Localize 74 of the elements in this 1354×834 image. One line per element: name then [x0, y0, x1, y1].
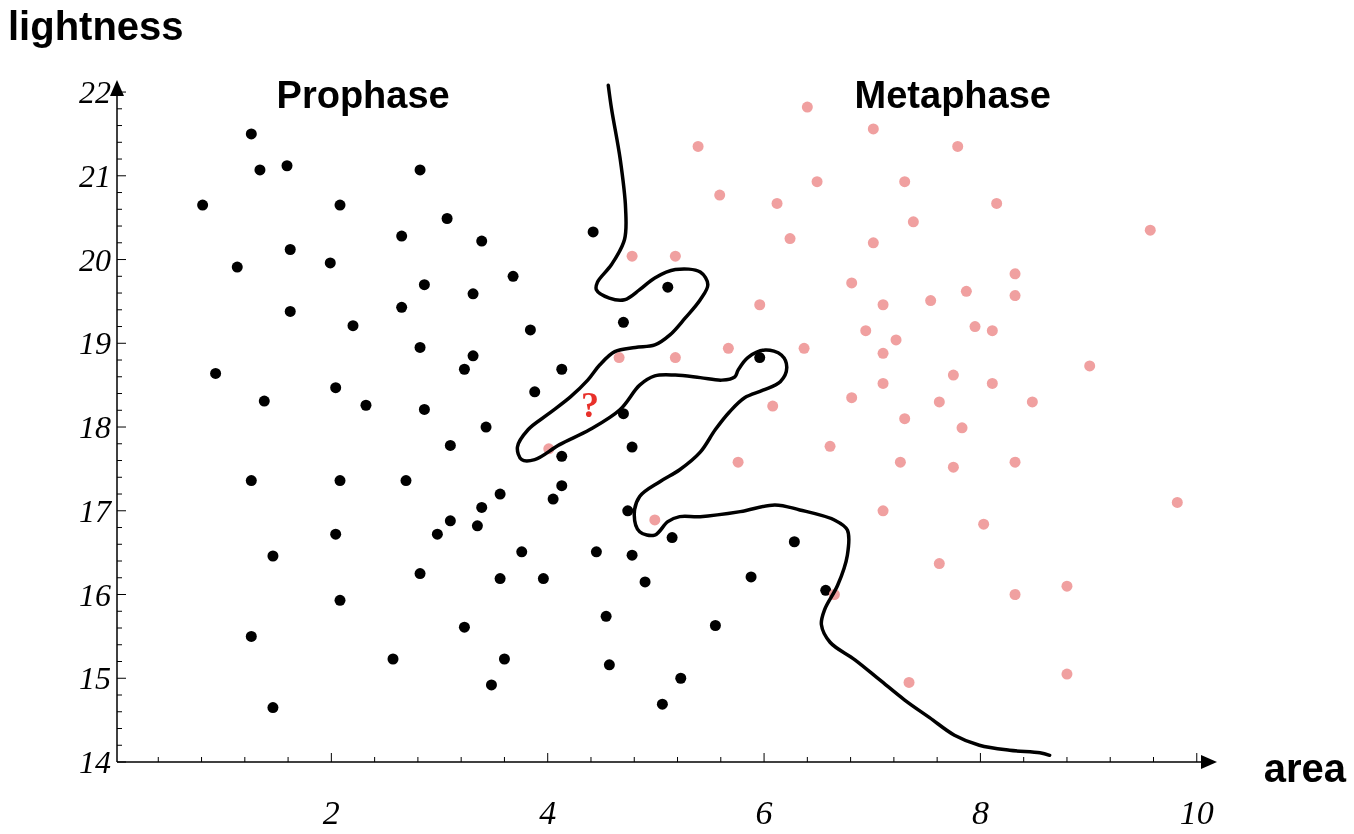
- point: [894, 456, 906, 468]
- point: [732, 456, 744, 468]
- y-tick-label: 22: [79, 74, 111, 111]
- point: [767, 400, 779, 412]
- point: [947, 461, 959, 473]
- x-axis-title: area: [1263, 746, 1347, 790]
- x-tick-label: 2: [322, 794, 340, 831]
- point: [960, 285, 972, 297]
- point: [1009, 589, 1021, 601]
- point: [626, 250, 638, 262]
- y-tick-label: 16: [79, 576, 111, 613]
- point: [1061, 668, 1073, 680]
- point: [933, 558, 945, 570]
- point: [867, 237, 879, 249]
- x-tick-label: 6: [755, 794, 773, 831]
- x-tick-label: 4: [539, 794, 557, 831]
- point: [798, 342, 810, 354]
- y-tick-label: 21: [79, 157, 111, 194]
- point: [846, 392, 858, 404]
- point: [907, 216, 919, 228]
- point: [754, 299, 766, 311]
- point: [991, 197, 1003, 209]
- y-tick-label: 19: [79, 325, 111, 362]
- point: [956, 422, 968, 434]
- point: [947, 369, 959, 381]
- point: [714, 189, 726, 201]
- point: [669, 250, 681, 262]
- series-label: Metaphase: [854, 74, 1051, 116]
- point: [899, 176, 911, 188]
- point: [811, 176, 823, 188]
- point: [1144, 224, 1156, 236]
- point: [860, 325, 872, 337]
- point: [952, 140, 964, 152]
- point: [933, 396, 945, 408]
- point: [801, 101, 813, 113]
- point: [978, 518, 990, 530]
- point: [867, 123, 879, 135]
- point: [771, 197, 783, 209]
- point: [969, 321, 981, 333]
- point: [1026, 396, 1038, 408]
- point: [784, 233, 796, 245]
- y-tick-label: 18: [79, 409, 111, 446]
- point: [1061, 580, 1073, 592]
- point: [1171, 496, 1183, 508]
- annotation: ?: [581, 385, 599, 425]
- y-tick-label: 17: [79, 492, 113, 529]
- series-label: Prophase: [276, 74, 450, 116]
- y-tick-label: 15: [79, 660, 111, 697]
- point: [1009, 290, 1021, 302]
- point: [877, 377, 889, 389]
- point: [692, 140, 704, 152]
- point: [877, 505, 889, 517]
- point: [824, 440, 836, 452]
- y-tick-label: 20: [79, 241, 111, 278]
- point: [1009, 268, 1021, 280]
- point: [925, 295, 937, 307]
- x-tick-label: 10: [1179, 794, 1214, 831]
- point: [649, 514, 661, 526]
- point: [877, 347, 889, 359]
- x-tick-label: 8: [971, 794, 989, 831]
- point: [890, 334, 902, 346]
- point: [1084, 360, 1096, 372]
- point: [986, 325, 998, 337]
- point: [722, 342, 734, 354]
- point: [669, 352, 681, 364]
- point: [613, 352, 625, 364]
- y-axis-title: lightness: [8, 4, 184, 48]
- y-tick-label: 14: [79, 744, 111, 780]
- point: [899, 413, 911, 425]
- point: [986, 377, 998, 389]
- point: [903, 676, 915, 688]
- point: [846, 277, 858, 289]
- point: [1009, 456, 1021, 468]
- point: [877, 299, 889, 311]
